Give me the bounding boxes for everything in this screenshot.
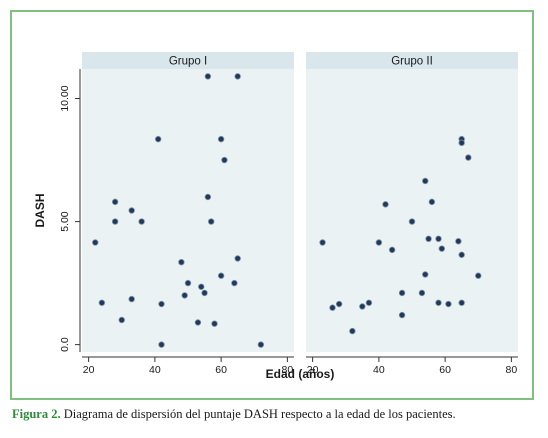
data-point: [257, 341, 265, 348]
data-point: [418, 289, 426, 297]
data-point: [408, 218, 416, 225]
x-axis-label: Edad (años): [266, 367, 335, 381]
data-point: [184, 279, 192, 287]
data-point: [234, 255, 241, 262]
data-point: [458, 139, 465, 147]
data-point: [359, 303, 366, 310]
data-point: [154, 135, 162, 143]
caption-text: Diagrama de dispersión del puntaje DASH …: [60, 407, 456, 421]
data-point: [234, 73, 241, 80]
data-point: [204, 73, 212, 80]
data-point: [158, 341, 165, 348]
data-point: [111, 198, 119, 206]
data-point: [201, 289, 208, 297]
data-point: [98, 299, 106, 306]
figure-caption: Figura 2. Diagrama de dispersión del pun…: [12, 407, 540, 422]
data-point: [382, 201, 389, 208]
data-point: [335, 300, 343, 308]
data-point: [475, 272, 482, 279]
data-point: [455, 238, 462, 245]
x-tick-label: 20: [83, 364, 95, 376]
panel-background: [82, 69, 294, 352]
data-point: [217, 272, 225, 279]
y-axis-label: DASH: [33, 193, 47, 227]
panel-strip: [82, 52, 294, 69]
data-point: [422, 271, 429, 278]
data-point: [198, 283, 205, 290]
data-point: [445, 300, 452, 308]
data-point: [178, 258, 185, 266]
data-point: [319, 239, 326, 246]
data-point: [398, 289, 406, 297]
y-tick-label: 5.00: [59, 211, 71, 232]
x-tick-label: 80: [506, 364, 518, 376]
data-point: [425, 235, 432, 242]
data-point: [211, 320, 218, 327]
panel-strip: [306, 52, 518, 69]
data-point: [365, 299, 373, 306]
figure-frame: DASH 0.0 5.00 10.00 Grupo I 20 40 60 80 Grupo II 2…: [10, 10, 534, 400]
x-tick-label: 80: [282, 364, 294, 376]
caption-label: Figura 2.: [12, 407, 61, 421]
data-point: [438, 245, 446, 252]
data-point: [458, 251, 465, 258]
data-point: [138, 218, 145, 225]
data-point: [194, 319, 202, 326]
data-point: [181, 292, 188, 299]
data-point: [375, 239, 383, 246]
data-point: [422, 177, 429, 185]
panel-title: Grupo II: [391, 56, 433, 68]
data-point: [231, 279, 238, 287]
x-tick-label: 60: [439, 364, 451, 376]
data-point: [128, 207, 135, 214]
x-tick-label: 20: [307, 364, 319, 376]
data-point: [388, 246, 396, 254]
scatter-chart: DASH 0.0 5.00 10.00 Grupo I 20 40 60 80 Grupo II 2…: [33, 52, 518, 381]
x-tick-label: 40: [149, 364, 161, 376]
data-point: [329, 304, 336, 311]
y-tick-label: 10.00: [59, 85, 71, 111]
x-tick-label: 40: [373, 364, 385, 376]
data-point: [435, 299, 442, 306]
data-point: [465, 154, 472, 161]
data-point: [92, 239, 99, 246]
y-tick-label: 0.0: [59, 337, 71, 352]
data-point: [158, 300, 165, 308]
data-point: [398, 311, 406, 319]
data-point: [207, 218, 215, 225]
data-point: [458, 299, 465, 306]
data-point: [111, 218, 119, 225]
panel-title: Grupo I: [169, 56, 207, 68]
data-point: [204, 193, 212, 201]
data-point: [428, 198, 436, 206]
data-point: [435, 235, 442, 242]
data-point: [349, 327, 356, 335]
data-point: [118, 316, 125, 324]
panel-background: [306, 69, 518, 352]
x-tick-label: 60: [215, 364, 227, 376]
data-point: [217, 135, 225, 143]
data-point: [128, 295, 135, 303]
data-point: [221, 156, 228, 164]
